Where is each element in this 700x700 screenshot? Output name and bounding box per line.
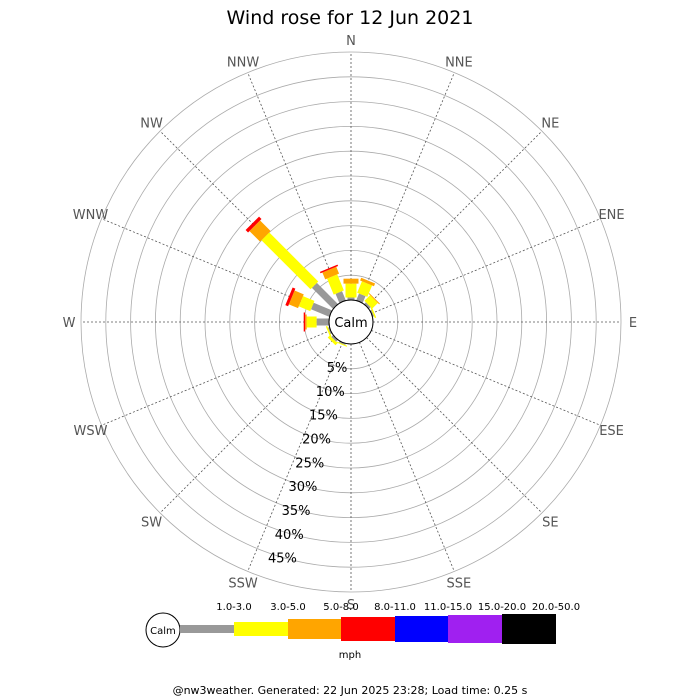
direction-label-wsw: WSW [73,424,107,439]
petal-nne-segment-3 [360,277,376,287]
legend-label-6: 15.0-20.0 [478,602,526,613]
petal-nw-segment-3 [249,220,271,242]
spoke-ne [366,130,543,307]
petal-ne-segment-3 [368,293,380,305]
ring-label-30: 30% [288,480,317,495]
calm-label: Calm [334,316,367,331]
spoke-ene [371,218,601,314]
petal-nnw [319,264,346,304]
direction-label-nne: NNE [445,55,473,70]
legend-swatch-1 [180,625,234,633]
spoke-wsw [101,330,331,426]
legend: Calm 1.0-3.0 3.0-5.0 5.0-8.0 8.0-11.0 11.0-15… [145,602,580,661]
petal-ne-segment-2 [364,295,378,309]
direction-label-ese: ESE [599,424,624,439]
legend-swatch-5 [395,616,448,642]
legend-swatch-6 [448,615,502,643]
legend-calm-label: Calm [150,626,176,637]
legend-label-2: 3.0-5.0 [270,602,305,613]
ring-label-5: 5% [327,361,348,376]
petal-wsw-segment-2 [325,325,332,337]
petals [245,216,380,347]
petal-wnw-segment-4 [285,287,296,307]
legend-label-4: 8.0-11.0 [374,602,416,613]
spoke-sw [159,337,336,514]
direction-label-s: S [347,598,355,613]
petal-nnw-segment-1 [335,291,346,304]
direction-labels: N NNE NE ENE E ESE SE SSE S SSW SW WSW W WNW NW NNW [63,34,638,613]
petal-wnw-segment-3 [288,290,304,309]
direction-label-sw: SW [141,515,162,530]
ring-label-10: 10% [316,385,345,400]
ring-label-20: 20% [302,433,331,448]
spoke-ese [371,330,601,426]
footer-text: @nw3weather. Generated: 22 Jun 2025 23:2… [173,684,528,697]
petal-nne [356,277,376,304]
ring-10 [80,51,622,593]
petal-wnw-segment-1 [311,302,333,317]
petal-wnw [285,287,333,317]
ring-9 [105,76,597,568]
legend-swatch-2 [234,622,288,636]
direction-label-sse: SSE [447,577,472,592]
direction-label-nw: NW [140,117,163,132]
petal-nnw-segment-4 [319,264,339,274]
legend-swatch-7 [502,614,556,644]
petal-nw-segment-4 [245,216,262,233]
direction-label-e: E [629,316,637,331]
spoke-se [366,337,543,514]
ring-label-35: 35% [282,504,311,519]
petal-nnw-segment-2 [327,274,344,295]
petal-nne-segment-1 [356,293,366,304]
direction-label-se: SE [542,515,558,530]
ring-label-40: 40% [275,528,304,543]
direction-label-nnw: NNW [227,55,259,70]
direction-label-ssw: SSW [228,577,258,592]
ring-3 [254,225,448,419]
calm-circle [328,299,374,345]
direction-label-w: W [63,316,76,331]
legend-label-1: 1.0-3.0 [216,602,251,613]
petal-nne-segment-2 [357,281,373,297]
calm-center: Calm [328,299,374,345]
ring-label-45: 45% [268,552,297,567]
spoke-nnw [247,72,343,302]
spoke-ssw [247,342,343,572]
petal-nnw-segment-3 [322,266,340,280]
legend-label-3: 5.0-8.0 [323,602,358,613]
direction-label-n: N [346,34,356,49]
petal-sw [327,335,338,346]
direction-label-ne: NE [541,117,559,132]
spoke-sse [359,342,455,572]
ring-label-25: 25% [295,456,324,471]
legend-label-7: 20.0-50.0 [532,602,580,613]
chart-title: Wind rose for 12 Jun 2021 [227,7,474,29]
direction-label-wnw: WNW [73,208,109,223]
legend-label-5: 11.0-15.0 [424,602,472,613]
petal-sw-segment-2 [327,335,338,346]
petal-nw-segment-2 [261,232,319,290]
petal-wnw-segment-2 [298,296,315,312]
ring-8 [130,101,572,543]
legend-swatch-4 [341,617,395,641]
ring-labels: 5% 10% 15% 20% 25% 30% 35% 40% 45% [268,361,347,567]
direction-label-ene: ENE [598,208,624,223]
petal-nw [245,216,338,309]
legend-swatch-3 [288,619,341,639]
ring-4 [229,200,473,444]
petal-nw-segment-1 [311,282,338,309]
ring-label-15: 15% [309,409,338,424]
spoke-nne [359,72,455,302]
legend-unit: mph [339,650,361,661]
petal-ene-segment-2 [370,307,377,319]
petal-ne [364,293,380,309]
